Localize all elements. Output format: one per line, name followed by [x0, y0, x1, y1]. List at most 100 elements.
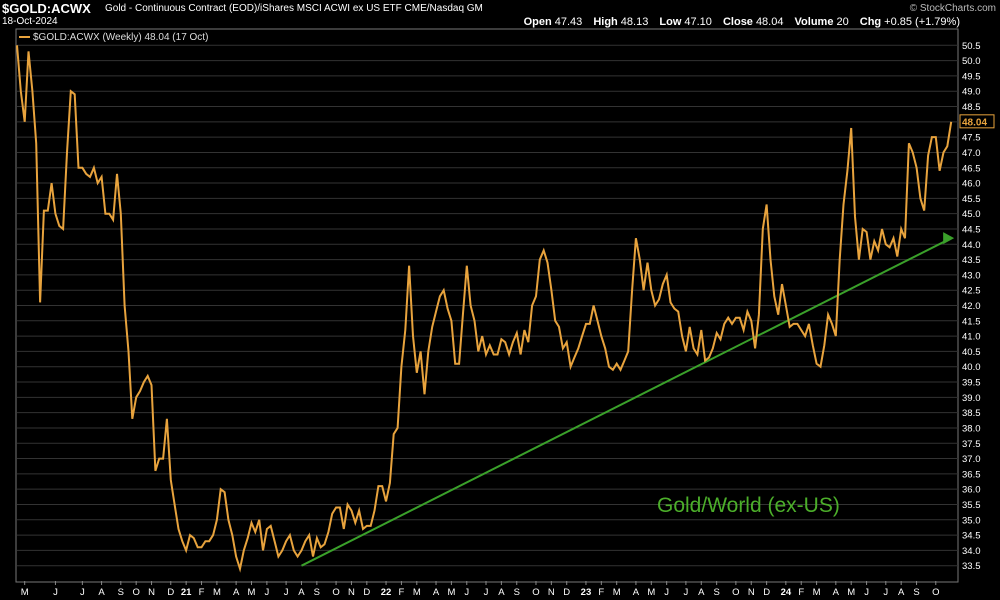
y-tick-label: 42.0	[962, 301, 981, 312]
y-tick-label: 37.5	[962, 439, 981, 450]
y-tick-label: 39.5	[962, 378, 981, 389]
x-tick-label: F	[598, 587, 604, 598]
x-tick-label: O	[532, 587, 539, 598]
x-tick-label: A	[298, 587, 305, 598]
x-tick-label: S	[314, 587, 320, 598]
high-label: High	[593, 16, 618, 28]
y-tick-label: 41.5	[962, 316, 981, 327]
y-tick-label: 47.5	[962, 133, 981, 144]
x-tick-label: A	[633, 587, 640, 598]
y-tick-label: 50.5	[962, 41, 981, 52]
x-tick-label: M	[847, 587, 855, 598]
x-tick-label: A	[698, 587, 705, 598]
grid-lines	[17, 44, 958, 585]
x-tick-label: A	[433, 587, 440, 598]
x-tick-label: D	[563, 587, 570, 598]
symbol-title: $GOLD:ACWX	[2, 1, 91, 16]
x-tick-label: J	[464, 587, 469, 598]
last-value-box	[959, 114, 995, 129]
y-tick-label: 46.0	[962, 179, 981, 190]
y-tick-label: 34.5	[962, 531, 981, 542]
price-line	[16, 45, 953, 573]
y-axis: 33.5 34.0 34.5 35.0 35.5 36.0 36.5 37.0 37.5 38.0…	[962, 41, 981, 572]
x-tick-label: A	[233, 587, 240, 598]
x-tick-label: S	[913, 587, 919, 598]
brand-label: © StockCharts.com	[909, 3, 996, 14]
open-value: 47.43	[554, 16, 583, 28]
volume-label: Volume	[794, 16, 834, 28]
y-tick-label: 43.5	[962, 255, 981, 266]
y-tick-label: 47.0	[962, 148, 981, 159]
y-tick-label: 46.5	[962, 163, 981, 174]
x-tick-label: 22	[381, 587, 392, 598]
x-tick-label: M	[413, 587, 421, 598]
x-tick-label: A	[833, 587, 840, 598]
close-label: Close	[722, 16, 753, 28]
x-tick-label: M	[647, 587, 655, 598]
high-value: 48.13	[620, 16, 649, 28]
x-tick-label: N	[148, 587, 155, 598]
x-tick-label: S	[118, 587, 124, 598]
y-tick-label: 38.5	[962, 408, 981, 419]
y-tick-label: 44.0	[962, 240, 981, 251]
x-tick-label: J	[80, 587, 85, 598]
y-tick-label: 50.0	[962, 56, 981, 67]
x-tick-label: J	[684, 587, 689, 598]
chart-header: $GOLD:ACWX Gold - Continuous Contract (E…	[0, 0, 1000, 30]
annotation-label: Gold/World (ex-US)	[657, 494, 840, 517]
y-tick-label: 34.0	[962, 546, 981, 557]
x-tick-label: S	[713, 587, 719, 598]
y-tick-label: 40.0	[962, 362, 981, 373]
y-tick-label: 41.0	[962, 332, 981, 343]
x-tick-label: O	[732, 587, 739, 598]
x-tick-label: M	[21, 587, 29, 598]
chart-date: 18-Oct-2024	[2, 16, 58, 27]
y-tick-label: 44.5	[962, 224, 981, 235]
x-tick-label: N	[548, 587, 555, 598]
x-tick-label: 21	[181, 587, 192, 598]
x-tick-label: M	[447, 587, 455, 598]
symbol-description: Gold - Continuous Contract (EOD)/iShares…	[105, 3, 483, 14]
close-value: 48.04	[755, 16, 784, 28]
x-axis: M J J A S O N D 21 F M A M J J A S O N D 22 F M A M J J A S O N D 23 F M A M…	[21, 587, 940, 598]
y-tick-label: 49.0	[962, 87, 981, 98]
chg-value: +0.85 (+1.79%)	[884, 16, 960, 28]
y-tick-label: 33.5	[962, 561, 981, 572]
x-tick-label: M	[213, 587, 221, 598]
trend-line	[301, 237, 952, 567]
y-tick-label: 48.5	[962, 102, 981, 113]
y-tick-label: 35.5	[962, 500, 981, 511]
y-tick-label: 39.0	[962, 393, 981, 404]
y-tick-label: 36.0	[962, 485, 981, 496]
x-tick-label: F	[399, 587, 405, 598]
y-tick-label: 37.0	[962, 454, 981, 465]
x-tick-label: A	[98, 587, 105, 598]
y-tick-label: 36.5	[962, 469, 981, 480]
y-tick-label: 49.5	[962, 71, 981, 82]
y-tick-label: 45.5	[962, 194, 981, 205]
x-tick-label: N	[348, 587, 355, 598]
x-tick-label: M	[248, 587, 256, 598]
ohlc-readout: Open 47.43 High 48.13 Low 47.10 Close 48.04 …	[524, 16, 960, 28]
y-tick-label: 43.0	[962, 270, 981, 281]
x-tick-label: J	[664, 587, 669, 598]
x-tick-label: J	[484, 587, 489, 598]
volume-value: 20	[836, 16, 849, 28]
x-tick-label: D	[363, 587, 370, 598]
x-tick-label: J	[864, 587, 869, 598]
y-tick-label: 38.0	[962, 423, 981, 434]
x-tick-label: N	[748, 587, 755, 598]
x-tick-label: J	[265, 587, 270, 598]
y-tick-label: 42.5	[962, 286, 981, 297]
x-tick-label: 23	[581, 587, 592, 598]
x-tick-label: M	[813, 587, 821, 598]
low-value: 47.10	[684, 16, 712, 28]
y-tick-label: 35.0	[962, 515, 981, 526]
y-tick-label: 40.5	[962, 347, 981, 358]
last-value-text: 48.04	[962, 117, 987, 128]
x-tick-label: O	[132, 587, 139, 598]
trend-arrow	[943, 232, 955, 245]
x-tick-label: F	[798, 587, 804, 598]
x-tick-label: D	[763, 587, 770, 598]
